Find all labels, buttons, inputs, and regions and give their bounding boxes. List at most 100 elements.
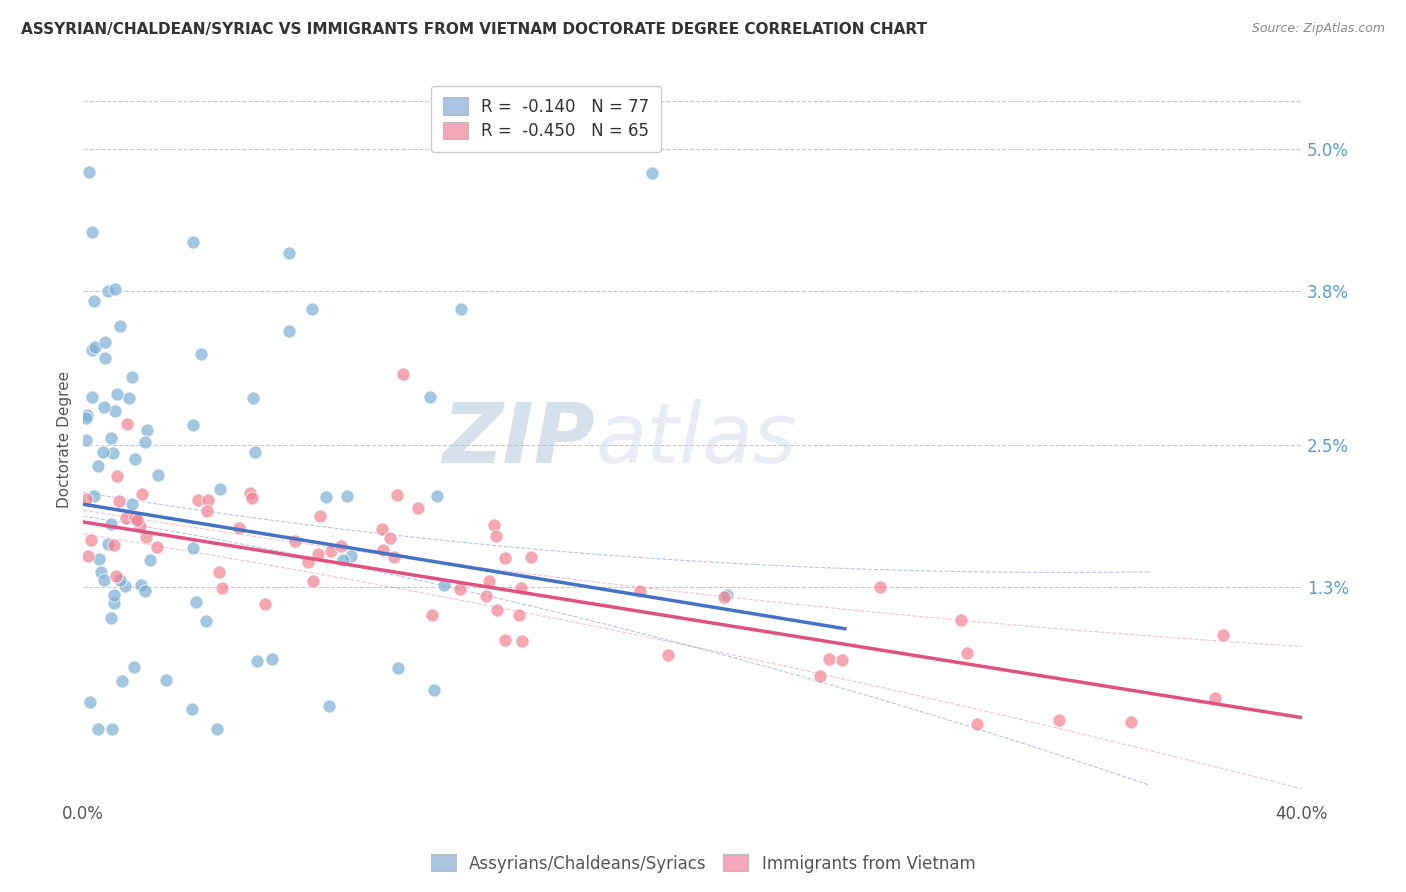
Point — [89, 565, 111, 579]
Point — [278, 245, 301, 260]
Point — [207, 723, 229, 737]
Point — [240, 491, 263, 505]
Point — [139, 553, 162, 567]
Point — [79, 695, 101, 709]
Point — [100, 516, 122, 531]
Point — [134, 583, 156, 598]
Point — [79, 533, 101, 547]
Point — [108, 493, 131, 508]
Text: atlas: atlas — [595, 399, 797, 480]
Point — [79, 165, 101, 179]
Point — [208, 565, 231, 579]
Legend: R =  -0.140   N = 77, R =  -0.450   N = 65: R = -0.140 N = 77, R = -0.450 N = 65 — [432, 86, 661, 153]
Point — [82, 343, 104, 358]
Point — [520, 549, 543, 564]
Point — [187, 492, 209, 507]
Point — [319, 544, 342, 558]
Point — [485, 529, 508, 543]
Point — [420, 607, 443, 622]
Point — [117, 417, 139, 432]
Point — [309, 508, 332, 523]
Point — [378, 532, 401, 546]
Point — [628, 583, 651, 598]
Point — [94, 351, 117, 366]
Point — [246, 654, 269, 668]
Point — [494, 550, 516, 565]
Point — [101, 446, 124, 460]
Point — [76, 409, 98, 423]
Point — [83, 489, 105, 503]
Legend: Assyrians/Chaldeans/Syriacs, Immigrants from Vietnam: Assyrians/Chaldeans/Syriacs, Immigrants … — [425, 847, 981, 880]
Point — [966, 717, 988, 731]
Point — [107, 469, 129, 483]
Point — [419, 390, 441, 404]
Point — [239, 486, 262, 500]
Point — [297, 556, 319, 570]
Point — [131, 578, 153, 592]
Point — [508, 608, 530, 623]
Point — [209, 482, 232, 496]
Point — [97, 537, 120, 551]
Point — [135, 423, 157, 437]
Point — [122, 659, 145, 673]
Point — [104, 404, 127, 418]
Point — [318, 699, 340, 714]
Point — [392, 367, 415, 381]
Point — [93, 401, 115, 415]
Point — [869, 580, 891, 594]
Point — [100, 610, 122, 624]
Point — [387, 488, 409, 502]
Point — [181, 541, 204, 555]
Point — [104, 282, 127, 296]
Point — [475, 589, 498, 603]
Point — [131, 486, 153, 500]
Point — [146, 540, 169, 554]
Point — [93, 573, 115, 587]
Point — [190, 347, 212, 361]
Point — [1212, 628, 1234, 642]
Point — [1119, 715, 1142, 730]
Point — [134, 434, 156, 449]
Point — [181, 418, 204, 433]
Point — [93, 334, 115, 349]
Point — [75, 433, 97, 447]
Point — [124, 509, 146, 524]
Point — [426, 489, 449, 503]
Point — [245, 444, 267, 458]
Point — [484, 518, 506, 533]
Point — [75, 491, 97, 506]
Point — [84, 340, 107, 354]
Point — [87, 459, 110, 474]
Point — [115, 511, 138, 525]
Point — [91, 445, 114, 459]
Point — [423, 682, 446, 697]
Point — [127, 513, 149, 527]
Point — [195, 504, 218, 518]
Text: ZIP: ZIP — [443, 399, 595, 480]
Point — [100, 432, 122, 446]
Point — [82, 225, 104, 239]
Point — [180, 702, 202, 716]
Point — [211, 582, 233, 596]
Point — [87, 552, 110, 566]
Point — [486, 603, 509, 617]
Point — [818, 651, 841, 665]
Point — [254, 597, 277, 611]
Point — [108, 319, 131, 334]
Point — [111, 674, 134, 689]
Point — [406, 500, 429, 515]
Point — [332, 552, 354, 566]
Point — [75, 411, 97, 425]
Point — [340, 549, 363, 563]
Point — [260, 652, 283, 666]
Point — [105, 568, 128, 582]
Point — [510, 633, 533, 648]
Point — [641, 166, 664, 180]
Point — [307, 547, 329, 561]
Point — [83, 294, 105, 309]
Point — [186, 595, 208, 609]
Point — [129, 518, 152, 533]
Text: Source: ZipAtlas.com: Source: ZipAtlas.com — [1251, 22, 1385, 36]
Point — [449, 582, 471, 596]
Point — [371, 543, 394, 558]
